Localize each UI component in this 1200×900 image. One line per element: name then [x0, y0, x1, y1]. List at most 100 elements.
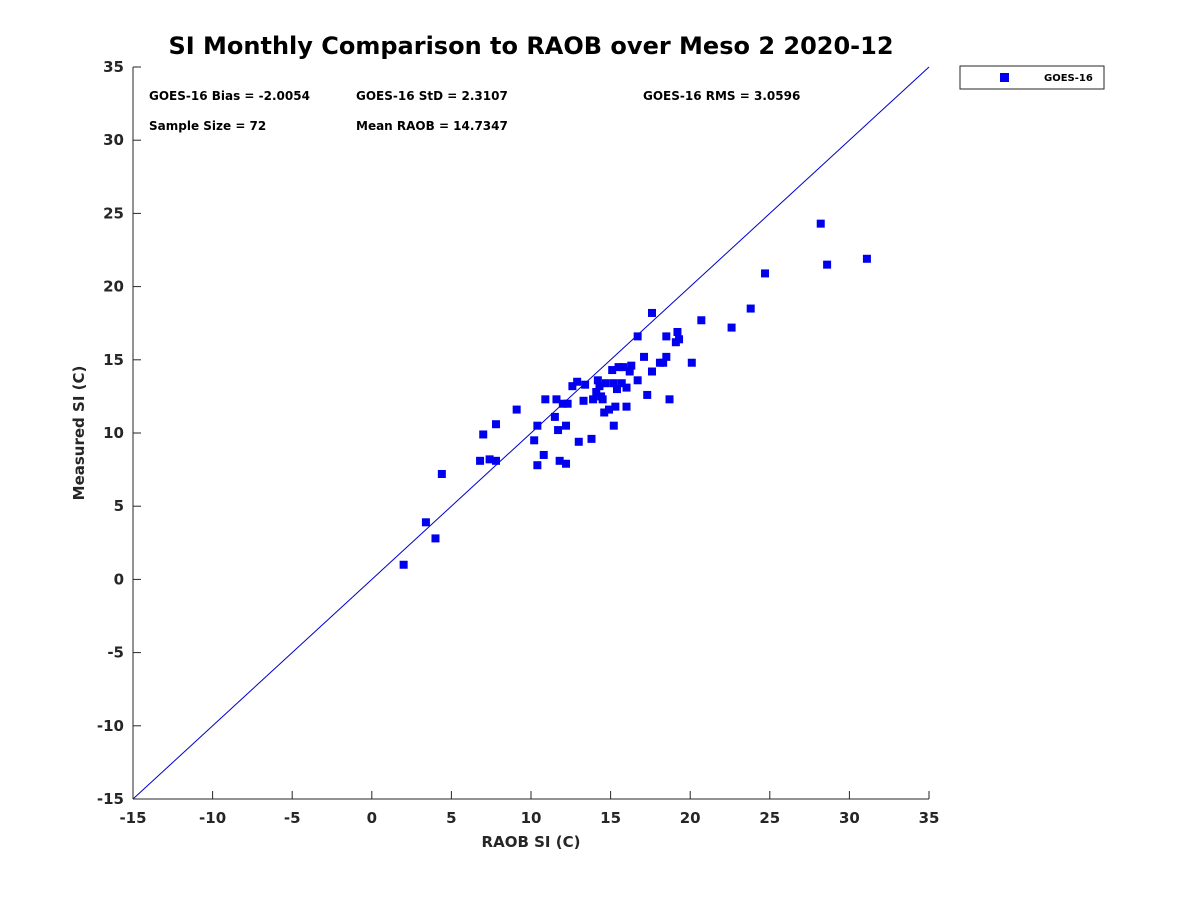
data-point [643, 390, 652, 399]
legend: GOES-16 [959, 65, 1105, 90]
data-point [614, 363, 623, 372]
data-point [579, 396, 588, 405]
data-point [574, 437, 583, 446]
x-tick-label: -5 [284, 809, 301, 827]
legend-box [959, 65, 1105, 90]
data-point [593, 376, 602, 385]
x-tick-label: 0 [367, 809, 377, 827]
data-point [823, 260, 832, 269]
data-point [609, 379, 618, 388]
tick-labels: -15 -10 -5 0 5 10 15 20 25 30 35 -15 -10 -5 0 5 10 15 20 25… [97, 58, 940, 827]
data-point [573, 377, 582, 386]
data-point [665, 395, 674, 404]
axes [132, 66, 930, 800]
data-point [399, 560, 408, 569]
data-point [601, 379, 610, 388]
y-tick-label: 30 [103, 131, 124, 149]
data-point [541, 395, 550, 404]
stat-sample-size: Sample Size = 72 [149, 119, 266, 133]
x-tick-label: 25 [759, 809, 780, 827]
data-point [589, 395, 598, 404]
data-point [633, 376, 642, 385]
data-point [512, 405, 521, 414]
data-point [647, 367, 656, 376]
data-point [530, 436, 539, 445]
data-point [673, 327, 682, 336]
data-point [619, 363, 628, 372]
data-point [659, 358, 668, 367]
one-to-one-line [132, 66, 930, 800]
data-point [647, 308, 656, 317]
y-tick-label: 20 [103, 278, 124, 296]
stat-bias: GOES-16 Bias = -2.0054 [149, 89, 310, 103]
stat-mean-raob: Mean RAOB = 14.7347 [356, 119, 508, 133]
x-tick-label: 5 [446, 809, 456, 827]
data-point [608, 366, 617, 375]
y-tick-label: 0 [114, 570, 124, 588]
reference-line-layer [132, 66, 930, 800]
y-tick-label: -10 [97, 717, 124, 735]
data-point [816, 219, 825, 228]
x-axis-label: RAOB SI (C) [482, 833, 581, 851]
y-axis-label: Measured SI (C) [70, 366, 88, 501]
data-point [625, 367, 634, 376]
data-point [640, 352, 649, 361]
data-point [491, 456, 500, 465]
y-tick-label: -15 [97, 790, 124, 808]
data-point [675, 335, 684, 344]
x-tick-label: -15 [119, 809, 146, 827]
data-point [697, 316, 706, 325]
data-point [550, 412, 559, 421]
data-point [558, 399, 567, 408]
data-point [609, 421, 618, 430]
data-point [562, 459, 571, 468]
data-point [617, 379, 626, 388]
data-point [592, 388, 601, 397]
data-point [533, 421, 542, 430]
data-point [533, 461, 542, 470]
statistics-annotations: GOES-16 Bias = -2.0054 GOES-16 StD = 2.3… [149, 89, 800, 133]
data-point [581, 380, 590, 389]
data-point [622, 402, 631, 411]
data-point [554, 426, 563, 435]
legend-label-goes16: GOES-16 [1044, 73, 1093, 84]
data-point [605, 405, 614, 414]
data-point [746, 304, 755, 313]
data-point [611, 402, 620, 411]
stat-std: GOES-16 StD = 2.3107 [356, 89, 508, 103]
y-tick-label: 5 [114, 497, 124, 515]
data-point [612, 385, 621, 394]
y-tick-label: 35 [103, 58, 124, 76]
y-tick-label: 15 [103, 351, 124, 369]
data-point [431, 534, 440, 543]
x-tick-label: -10 [199, 809, 226, 827]
data-point [491, 420, 500, 429]
data-points [399, 219, 871, 569]
data-point [421, 518, 430, 527]
y-tick-label: 25 [103, 204, 124, 222]
data-point [479, 430, 488, 439]
data-point [627, 361, 636, 370]
data-point [563, 399, 572, 408]
data-point [437, 469, 446, 478]
data-point [662, 352, 671, 361]
data-point [539, 450, 548, 459]
data-point [761, 269, 770, 278]
data-point [562, 421, 571, 430]
x-tick-label: 35 [919, 809, 940, 827]
data-point [600, 408, 609, 417]
data-point [727, 323, 736, 332]
data-point [687, 358, 696, 367]
data-point [595, 382, 604, 391]
x-tick-label: 10 [521, 809, 542, 827]
x-tick-label: 20 [680, 809, 701, 827]
data-point [622, 383, 631, 392]
data-point [555, 456, 564, 465]
data-point [552, 395, 561, 404]
x-tick-label: 30 [839, 809, 860, 827]
data-point [476, 456, 485, 465]
data-point [568, 382, 577, 391]
x-tick-label: 15 [600, 809, 621, 827]
stat-rms: GOES-16 RMS = 3.0596 [643, 89, 800, 103]
